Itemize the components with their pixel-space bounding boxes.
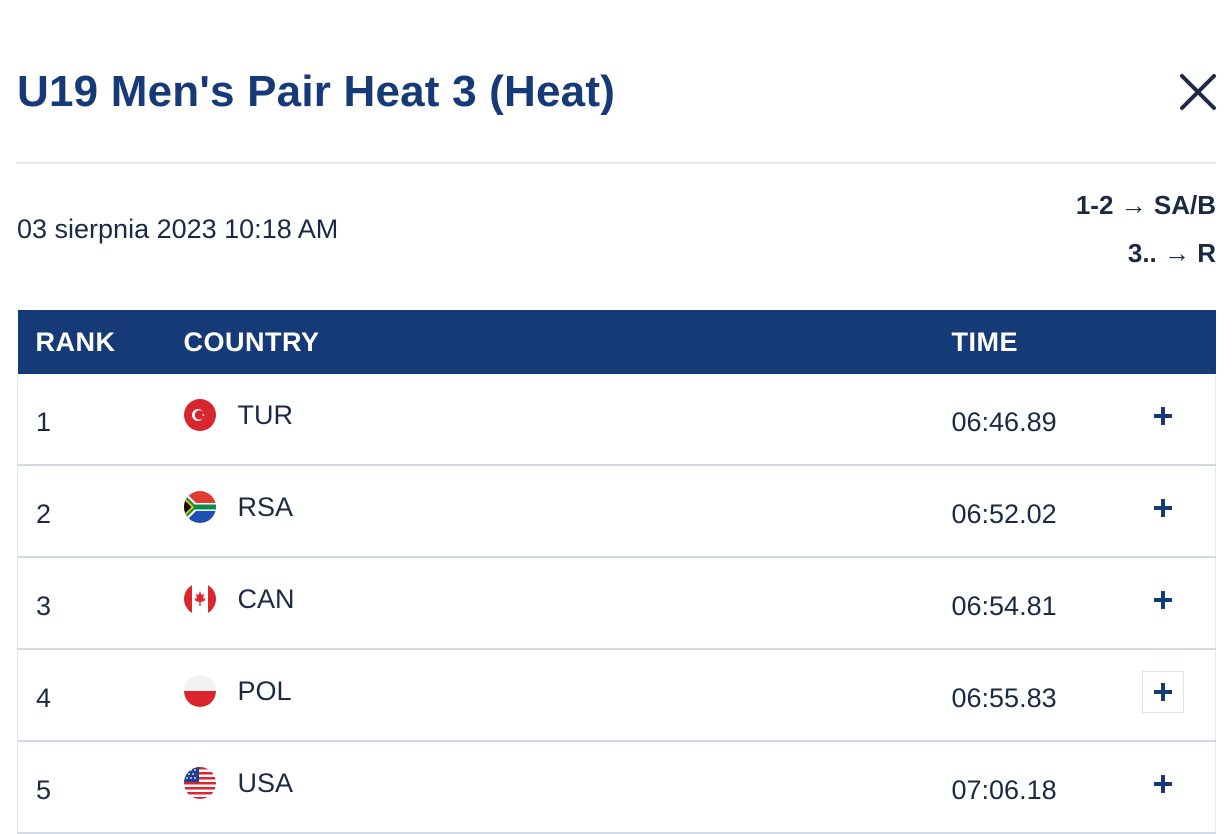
progression-rule: 3.. → R: [1127, 238, 1216, 268]
expand-cell: [1141, 557, 1216, 650]
table-row: 2 RSA 06:52.02: [17, 465, 1216, 558]
expand-row-button[interactable]: [1141, 579, 1184, 621]
expand-cell: [1141, 649, 1216, 742]
country-cell: USA: [183, 741, 952, 834]
turkey-flag-icon: [183, 399, 216, 431]
expand-cell: [1141, 374, 1216, 466]
column-header-rank: RANK: [17, 310, 184, 374]
column-header-expand: [1141, 310, 1216, 374]
usa-flag-icon: [183, 767, 216, 799]
country-cell: CAN: [183, 557, 952, 650]
close-icon: [1180, 74, 1216, 110]
country-code: USA: [237, 767, 294, 798]
table-row: 1 TUR 06:46.89: [17, 374, 1216, 466]
time-cell: 07:06.18: [951, 741, 1142, 834]
expand-cell: [1141, 465, 1216, 558]
time-cell: 06:55.83: [951, 649, 1142, 742]
expand-row-button[interactable]: [1141, 763, 1184, 805]
table-row: 4 POL 06:55.83: [17, 649, 1216, 742]
expand-cell: [1141, 741, 1216, 834]
page-title: U19 Men's Pair Heat 3 (Heat): [17, 67, 616, 116]
rank-cell: 1: [17, 374, 184, 466]
country-code: POL: [237, 675, 292, 706]
table-row: 3 CAN 06:54.81: [17, 557, 1216, 650]
rank-cell: 2: [17, 465, 184, 558]
country-code: CAN: [237, 583, 295, 614]
rank-cell: 3: [17, 557, 184, 650]
time-cell: 06:52.02: [951, 465, 1142, 558]
plus-icon: [1153, 407, 1172, 425]
rank-cell: 5: [17, 741, 184, 834]
progression-rules: 1-2 → SA/B 3.. → R: [1076, 186, 1216, 282]
country-code: TUR: [237, 399, 294, 430]
country-cell: TUR: [183, 374, 952, 466]
plus-icon: [1153, 683, 1172, 701]
canada-flag-icon: [183, 583, 216, 615]
column-header-country: COUNTRY: [183, 310, 952, 374]
south-africa-flag-icon: [183, 491, 216, 523]
plus-icon: [1153, 591, 1172, 609]
country-cell: RSA: [183, 465, 952, 558]
time-cell: 06:46.89: [951, 374, 1142, 466]
table-header-row: RANK COUNTRY TIME: [17, 310, 1216, 374]
race-datetime: 03 sierpnia 2023 10:18 AM: [17, 214, 339, 244]
close-button[interactable]: [1176, 70, 1220, 114]
expand-row-button[interactable]: [1141, 671, 1184, 713]
expand-row-button[interactable]: [1141, 487, 1184, 529]
time-cell: 06:54.81: [951, 557, 1142, 650]
rank-cell: 4: [17, 649, 184, 742]
plus-icon: [1153, 775, 1172, 793]
header-divider: [16, 162, 1216, 164]
country-code: RSA: [237, 491, 294, 522]
table-row: 5 USA 07:06.18: [17, 741, 1216, 834]
expand-row-button[interactable]: [1141, 395, 1184, 437]
country-cell: POL: [183, 649, 952, 742]
results-table: RANK COUNTRY TIME 1 TUR 06:46.89: [17, 310, 1216, 834]
column-header-time: TIME: [951, 310, 1142, 374]
progression-rule: 1-2 → SA/B: [1075, 190, 1216, 220]
plus-icon: [1153, 499, 1172, 517]
poland-flag-icon: [183, 675, 216, 707]
